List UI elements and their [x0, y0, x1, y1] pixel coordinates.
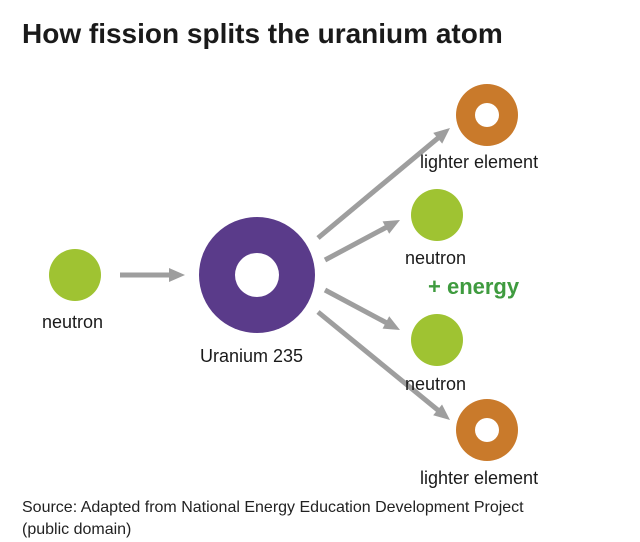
label-lighter-bottom: lighter element: [420, 468, 538, 489]
source-line1: Source: Adapted from National Energy Edu…: [22, 499, 524, 516]
label-lighter-top: lighter element: [420, 152, 538, 173]
source-attribution: Source: Adapted from National Energy Edu…: [22, 497, 524, 540]
energy-label: + energy: [428, 274, 519, 300]
diagram-svg: [0, 0, 640, 542]
label-uranium: Uranium 235: [200, 346, 303, 367]
label-initial-neutron: neutron: [42, 312, 103, 333]
fission-diagram: How fission splits the uranium atom neut…: [0, 0, 640, 542]
source-line2: (public domain): [22, 521, 131, 538]
label-neutron-out-top: neutron: [405, 248, 466, 269]
label-neutron-out-bottom: neutron: [405, 374, 466, 395]
